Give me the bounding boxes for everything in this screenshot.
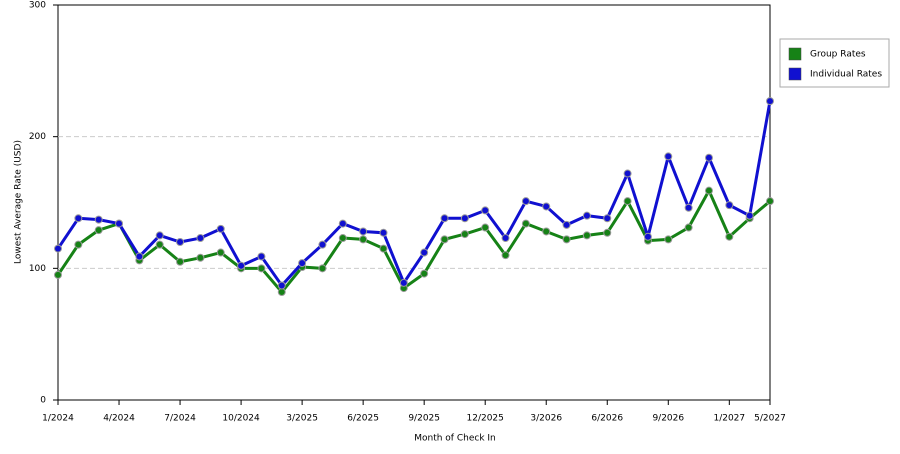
data-point bbox=[196, 234, 205, 243]
data-point bbox=[542, 227, 551, 236]
data-point bbox=[521, 197, 530, 206]
data-point bbox=[501, 234, 510, 243]
data-point bbox=[501, 251, 510, 260]
data-point bbox=[359, 235, 368, 244]
x-tick-label: 9/2026 bbox=[652, 414, 684, 424]
data-point bbox=[460, 230, 469, 239]
data-point bbox=[94, 226, 103, 235]
data-point bbox=[562, 220, 571, 229]
data-point bbox=[481, 223, 490, 232]
data-point bbox=[460, 214, 469, 223]
data-point bbox=[176, 238, 185, 246]
x-tick-label: 6/2025 bbox=[347, 414, 379, 424]
legend-label: Individual Rates bbox=[810, 70, 882, 80]
data-point bbox=[704, 153, 713, 162]
data-point bbox=[704, 186, 713, 195]
data-point bbox=[74, 214, 83, 223]
x-tick-label: 6/2026 bbox=[591, 414, 623, 424]
data-point bbox=[379, 228, 388, 237]
data-point bbox=[359, 227, 368, 236]
data-point bbox=[298, 259, 307, 268]
data-point bbox=[94, 215, 103, 224]
y-tick-label: 100 bbox=[29, 264, 46, 274]
data-point bbox=[318, 240, 327, 249]
data-point bbox=[155, 231, 164, 240]
data-point bbox=[766, 97, 774, 106]
data-point bbox=[420, 269, 429, 278]
x-axis-label: Month of Check In bbox=[414, 434, 496, 444]
data-point bbox=[542, 202, 551, 211]
data-point bbox=[603, 228, 612, 237]
data-point bbox=[318, 264, 327, 273]
data-point bbox=[216, 248, 225, 257]
data-point bbox=[54, 244, 62, 253]
data-point bbox=[115, 219, 124, 228]
data-point bbox=[766, 197, 774, 206]
data-point bbox=[277, 288, 286, 297]
x-tick-label: 12/2025 bbox=[467, 414, 504, 424]
data-point bbox=[257, 264, 266, 273]
data-point bbox=[420, 248, 429, 257]
data-point bbox=[481, 206, 490, 215]
data-point bbox=[582, 231, 591, 240]
data-point bbox=[277, 281, 286, 290]
data-point bbox=[725, 201, 734, 210]
plot-frame bbox=[57, 4, 771, 401]
x-tick-label: 10/2024 bbox=[222, 414, 260, 424]
data-point bbox=[684, 203, 693, 212]
data-point bbox=[440, 235, 449, 244]
data-point bbox=[684, 223, 693, 232]
data-point bbox=[338, 234, 347, 243]
data-point bbox=[338, 219, 347, 228]
data-point bbox=[521, 219, 530, 228]
y-tick-label: 200 bbox=[29, 132, 46, 142]
y-axis-label: Lowest Average Rate (USD) bbox=[14, 140, 24, 264]
x-tick-label: 3/2026 bbox=[530, 414, 562, 424]
x-tick-label: 1/2027 bbox=[713, 414, 745, 424]
data-point bbox=[135, 252, 144, 261]
data-point bbox=[196, 253, 205, 262]
data-point bbox=[623, 169, 632, 178]
data-point bbox=[399, 278, 408, 287]
legend-swatch bbox=[788, 67, 802, 81]
x-tick-label: 5/2027 bbox=[754, 414, 786, 424]
data-point bbox=[237, 261, 246, 270]
x-tick-label: 9/2025 bbox=[408, 414, 440, 424]
data-point bbox=[582, 211, 591, 220]
data-point bbox=[216, 224, 225, 233]
legend-swatch bbox=[788, 47, 802, 61]
data-point bbox=[176, 257, 185, 266]
y-tick-label: 0 bbox=[40, 396, 46, 406]
data-point bbox=[745, 211, 754, 220]
data-point bbox=[643, 232, 652, 241]
x-tick-label: 4/2024 bbox=[103, 414, 135, 424]
x-tick-label: 7/2024 bbox=[164, 414, 196, 424]
data-point bbox=[664, 152, 673, 161]
legend-label: Group Rates bbox=[810, 50, 866, 60]
data-point bbox=[257, 252, 266, 261]
data-point bbox=[664, 235, 673, 244]
data-point bbox=[54, 270, 62, 279]
data-point bbox=[562, 235, 571, 244]
data-point bbox=[725, 232, 734, 241]
data-point bbox=[74, 240, 83, 249]
x-tick-label: 1/2024 bbox=[42, 414, 74, 424]
data-point bbox=[440, 214, 449, 223]
data-point bbox=[623, 197, 632, 206]
data-point bbox=[603, 214, 612, 223]
data-point bbox=[379, 244, 388, 253]
data-point bbox=[155, 240, 164, 249]
x-tick-label: 3/2025 bbox=[286, 414, 318, 424]
y-tick-label: 300 bbox=[29, 1, 46, 11]
